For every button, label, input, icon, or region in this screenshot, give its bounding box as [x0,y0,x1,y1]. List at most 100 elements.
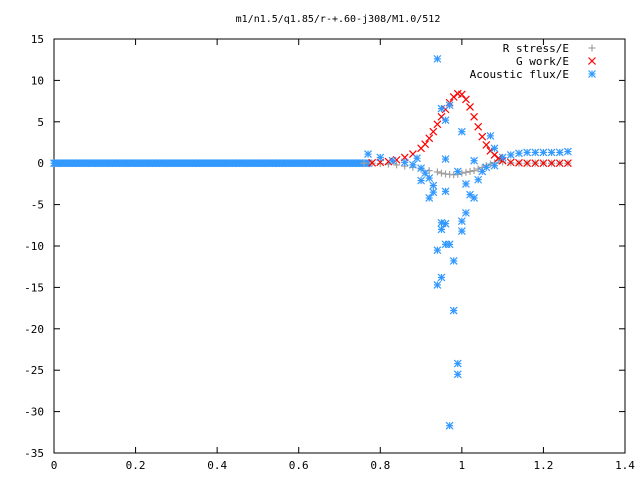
series-g-work-e [368,89,572,168]
data-point [531,148,540,157]
y-tick-label: -30 [24,406,44,419]
data-point [400,158,409,167]
data-point [547,148,556,157]
legend-label: R stress/E [503,42,569,55]
data-point [449,256,458,265]
series-acoustic-flux-e [364,54,572,430]
data-point [449,306,458,315]
data-point [445,421,454,430]
data-point [466,167,474,175]
data-point [368,158,377,167]
data-point [539,159,548,168]
data-point [441,155,450,163]
data-point [364,150,372,159]
data-point [563,159,572,168]
data-point [429,188,438,197]
y-tick-label: 5 [37,116,44,129]
data-point [453,167,462,176]
data-point [515,149,523,158]
data-point [555,159,564,168]
x-tick-label: 0.6 [289,459,309,472]
data-point [441,116,450,125]
data-point [539,148,548,157]
data-point [393,161,401,169]
data-point [470,112,479,121]
data-point [433,54,442,63]
data-point [462,168,470,176]
data-point [388,156,397,165]
data-point [437,273,446,282]
data-point [486,131,495,140]
data-point [417,176,425,185]
data-point [547,159,556,168]
y-tick-label: 0 [37,157,44,170]
data-point [506,150,515,159]
legend-marker [588,44,596,52]
data-point [462,95,470,104]
data-point [376,153,385,162]
series-layer [50,54,572,430]
y-tick-label: -25 [24,364,44,377]
data-point [421,169,430,178]
data-point [376,160,384,168]
data-point [445,240,454,249]
data-point [523,148,532,157]
x-tick-label: 0.8 [370,459,390,472]
legend-label: Acoustic flux/E [470,68,569,81]
y-tick-label: -15 [24,281,44,294]
data-point [482,163,491,172]
x-tick-label: 0.4 [207,459,227,472]
data-point [563,147,572,156]
data-point [457,217,466,226]
data-point [457,227,466,236]
chart-title: m1/n1.5/q1.85/r-+.60-j308/M1.0/512 [236,14,441,25]
data-point [478,167,487,176]
data-point [437,169,445,177]
y-tick-label: 10 [31,74,44,87]
data-point [515,158,523,167]
x-tick-label: 1 [459,459,466,472]
data-point [437,225,446,234]
x-tick-label: 1.2 [533,459,553,472]
data-point [360,159,368,167]
x-tick-label: 0.2 [126,459,146,472]
data-point [433,246,442,255]
legend-marker [588,70,596,78]
data-point [466,102,474,111]
y-tick-label: 15 [31,33,44,46]
data-point [490,144,499,153]
data-point [417,164,425,173]
data-point [523,159,532,168]
plot-frame [53,38,626,454]
data-point [531,159,540,168]
y-tick-label: -35 [24,447,44,460]
data-point [462,208,470,217]
axes: 0 0.2 0.4 0.6 0.8 1 1.2 1.4 15 10 5 0 -5 -10 -15 -20 -25… [24,33,635,472]
data-point [429,127,438,136]
data-point [478,132,487,141]
data-point [425,174,434,183]
data-point [457,90,466,99]
data-point [457,127,466,136]
data-point [441,187,450,196]
data-point [421,140,430,149]
data-point [555,148,564,157]
data-point [470,156,479,165]
y-tick-label: -5 [31,199,44,212]
data-point [470,167,478,175]
data-point [437,104,446,113]
y-tick-label: -20 [24,323,44,336]
data-point [474,175,483,184]
data-point [462,179,470,188]
data-point [425,194,434,202]
data-point [482,141,491,149]
x-tick-label: 0 [51,459,58,472]
legend-marker [588,57,596,65]
data-point [506,158,515,167]
data-point [413,154,421,163]
data-point [498,153,507,162]
x-tick-label: 1.4 [615,459,635,472]
data-point [453,359,462,368]
